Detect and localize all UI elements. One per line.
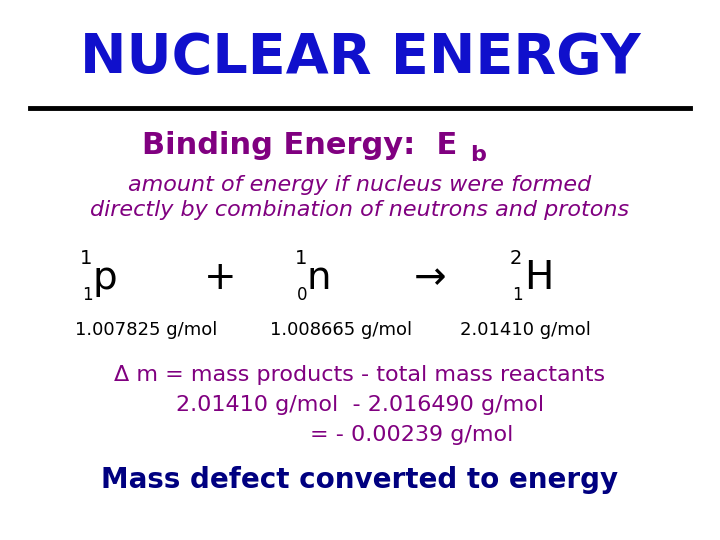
Text: 1: 1 <box>82 286 93 304</box>
Text: Binding Energy:  E: Binding Energy: E <box>143 131 458 159</box>
Text: 2.01410 g/mol  - 2.016490 g/mol: 2.01410 g/mol - 2.016490 g/mol <box>176 395 544 415</box>
Text: 1.008665 g/mol: 1.008665 g/mol <box>270 321 412 339</box>
Text: 2.01410 g/mol: 2.01410 g/mol <box>460 321 591 339</box>
Text: →: → <box>414 259 446 297</box>
Text: b: b <box>470 145 486 165</box>
Text: = - 0.00239 g/mol: = - 0.00239 g/mol <box>310 425 513 445</box>
Text: +: + <box>204 259 236 297</box>
Text: 1: 1 <box>295 248 307 267</box>
Text: n: n <box>307 259 331 297</box>
Text: p: p <box>92 259 117 297</box>
Text: H: H <box>524 259 554 297</box>
Text: 0: 0 <box>297 286 307 304</box>
Text: directly by combination of neutrons and protons: directly by combination of neutrons and … <box>91 200 629 220</box>
Text: 2: 2 <box>510 248 523 267</box>
Text: NUCLEAR ENERGY: NUCLEAR ENERGY <box>80 31 640 85</box>
Text: Mass defect converted to energy: Mass defect converted to energy <box>102 466 618 494</box>
Text: amount of energy if nucleus were formed: amount of energy if nucleus were formed <box>128 175 592 195</box>
Text: 1: 1 <box>80 248 92 267</box>
Text: Δ m = mass products - total mass reactants: Δ m = mass products - total mass reactan… <box>114 365 606 385</box>
Text: 1: 1 <box>512 286 523 304</box>
Text: 1.007825 g/mol: 1.007825 g/mol <box>75 321 217 339</box>
